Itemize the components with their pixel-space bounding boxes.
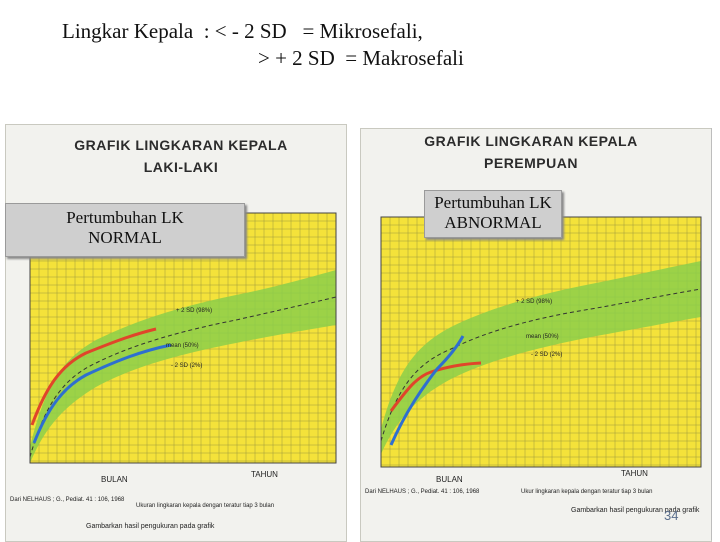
girl-title-line-1: GRAFIK LINGKARAN KEPALA bbox=[424, 133, 638, 149]
slide-edge-divider bbox=[711, 128, 712, 540]
boy-title-line-1: GRAFIK LINGKARAN KEPALA bbox=[74, 137, 288, 153]
heading-line-1: Lingkar Kepala : < - 2 SD = Mikrosefali, bbox=[62, 19, 423, 43]
boy-axis-bulan: BULAN bbox=[101, 475, 128, 484]
abnormal-callout-line-2: ABNORMAL bbox=[444, 213, 542, 232]
girl-axis-bulan: BULAN bbox=[436, 475, 463, 484]
boy-footnote-note: Ukuran lingkaran kepala dengan teratur t… bbox=[136, 503, 275, 509]
abnormal-callout-line-1: Pertumbuhan LK bbox=[434, 193, 552, 212]
heading-line-2: > + 2 SD = Makrosefali bbox=[258, 46, 464, 70]
sd-band bbox=[381, 261, 701, 454]
abnormal-callout: Pertumbuhan LK ABNORMAL bbox=[424, 190, 562, 238]
normal-callout-line-1: Pertumbuhan LK bbox=[66, 208, 184, 227]
girl-footnote-source: Dari NELHAUS ; G., Pediat. 41 : 106, 196… bbox=[365, 489, 480, 495]
sd-band bbox=[30, 270, 336, 463]
girl-footnote-plot: Gambarkan hasil pengukuran pada grafik bbox=[571, 507, 700, 514]
boy-label-upper: + 2 SD (98%) bbox=[176, 308, 213, 314]
mean-line bbox=[29, 296, 337, 458]
girl-axis-tahun: TAHUN bbox=[621, 469, 648, 478]
girl-chart-title: GRAFIK LINGKARAN KEPALA PEREMPUAN bbox=[396, 133, 666, 171]
boy-label-mean: mean (50%) bbox=[166, 343, 199, 349]
page-number: 34 bbox=[664, 508, 679, 523]
girl-title-line-2: PEREMPUAN bbox=[484, 155, 578, 171]
measure-line-red bbox=[30, 327, 157, 426]
measure-line-blue bbox=[32, 343, 172, 444]
boy-footnote-plot: Gambarkan hasil pengukuran pada grafik bbox=[86, 523, 215, 530]
measure-line-red bbox=[389, 361, 482, 412]
boy-chart-graphic bbox=[29, 212, 337, 464]
girl-label-upper: + 2 SD (98%) bbox=[516, 299, 553, 305]
girl-label-mean: mean (50%) bbox=[526, 334, 559, 340]
girl-head-circumference-chart: GRAFIK LINGKARAN KEPALA PEREMPUAN + 2 SD… bbox=[360, 128, 712, 542]
measure-line-blue bbox=[389, 335, 465, 446]
girl-footnote-note: Ukur lingkaran kepala dengan teratur tia… bbox=[521, 489, 653, 495]
boy-footnote-source: Dari NELHAUS ; G., Pediat. 41 : 106, 196… bbox=[10, 497, 125, 503]
normal-callout: Pertumbuhan LK NORMAL bbox=[5, 203, 245, 257]
slide-heading: Lingkar Kepala : < - 2 SD = Mikrosefali,… bbox=[62, 18, 464, 72]
boy-axis-tahun: TAHUN bbox=[251, 470, 278, 479]
boy-label-lower: - 2 SD (2%) bbox=[171, 363, 203, 369]
boy-title-line-2: LAKI-LAKI bbox=[143, 159, 219, 175]
mean-line bbox=[380, 288, 702, 442]
normal-callout-line-2: NORMAL bbox=[88, 228, 162, 247]
boy-chart-title: GRAFIK LINGKARAN KEPALA LAKI-LAKI bbox=[46, 137, 316, 175]
girl-label-lower: - 2 SD (2%) bbox=[531, 352, 563, 358]
boy-head-circumference-chart: GRAFIK LINGKARAN KEPALA LAKI-LAKI + 2 SD… bbox=[5, 124, 347, 542]
